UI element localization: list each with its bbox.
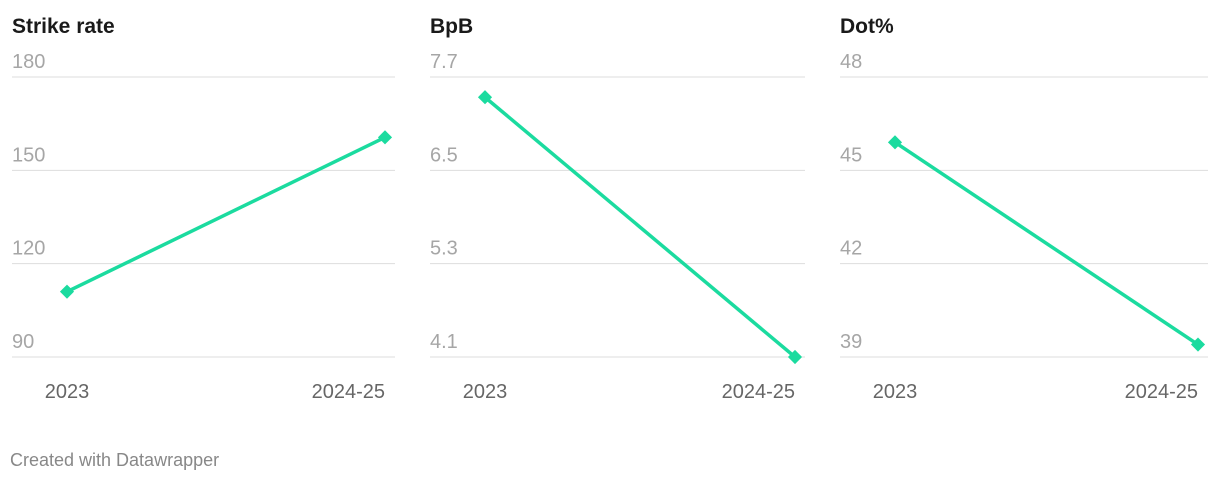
x-tick-label: 2023 [463,381,508,403]
line [894,140,1199,347]
point [887,135,903,150]
y-tick-label: 5.3 [430,238,458,260]
y-tick-label: 45 [840,144,862,166]
point [59,284,75,299]
x-tick-label: 2024-25 [1125,381,1198,403]
x-tick-label: 2023 [873,381,918,403]
line [66,135,386,294]
y-tick-label: 150 [12,144,45,166]
x-tick-label: 2023 [45,381,90,403]
y-tick-label: 7.7 [430,51,458,73]
y-tick-label: 48 [840,51,862,73]
x-tick-label: 2024-25 [312,381,385,403]
y-tick-label: 42 [840,238,862,260]
y-tick-label: 6.5 [430,144,458,166]
y-tick-label: 180 [12,51,45,73]
y-tick-label: 90 [12,331,34,353]
point [787,349,803,365]
footer: Created with Datawrapper [10,450,219,470]
chart-title: Strike rate [12,15,115,38]
line [483,95,797,359]
y-tick-label: 39 [840,331,862,353]
point [377,130,393,145]
x-tick-label: 2024-25 [722,381,795,403]
point [1190,337,1206,352]
y-tick-label: 4.1 [430,331,458,353]
y-tick-label: 120 [12,238,45,260]
chart-title: Dot% [840,15,894,38]
chart-title: BpB [430,15,473,38]
point [477,90,493,105]
